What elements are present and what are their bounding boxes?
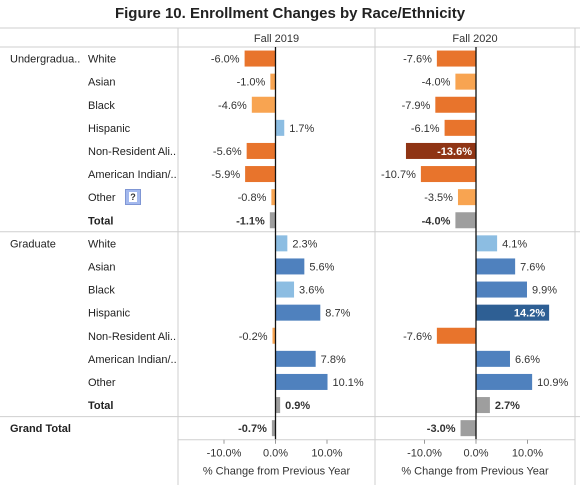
help-icon[interactable]: ? [125,189,141,205]
data-bar [276,235,288,251]
data-bar [455,74,476,90]
category-label: Non-Resident Ali.. [88,146,176,158]
data-bar [276,374,328,390]
data-label: -7.9% [402,100,431,112]
data-bar [476,258,515,274]
data-bar [245,166,275,182]
total-row-label: Total [88,215,113,227]
category-label: American Indian/.. [88,169,177,181]
data-label: 7.6% [520,261,545,273]
category-label: Hispanic [88,308,131,320]
data-label: -4.0% [422,77,451,89]
data-bar [461,420,476,436]
data-bar [245,51,276,67]
data-label: 10.9% [537,377,568,389]
data-label: 7.8% [321,354,346,366]
data-label: 4.1% [502,238,527,250]
data-bar [276,120,285,136]
data-bar [458,189,476,205]
data-label: 6.6% [515,354,540,366]
data-bar [276,305,321,321]
data-bar [276,397,281,413]
data-label: -4.6% [218,100,247,112]
data-label: -5.9% [211,169,240,181]
data-bar [476,235,497,251]
category-label: American Indian/.. [88,354,177,366]
data-label: -7.6% [403,54,432,66]
category-label: Asian [88,261,116,273]
x-tick-label: 0.0% [463,448,488,460]
category-label: White [88,238,116,250]
data-bar [437,51,476,67]
category-label: White [88,54,116,66]
data-bar [476,351,510,367]
data-label: -7.6% [403,331,432,343]
category-label: Non-Resident Ali.. [88,331,176,343]
x-tick-label: 0.0% [263,448,288,460]
category-label: Hispanic [88,123,131,135]
data-label: -10.7% [381,169,416,181]
data-label: 0.9% [285,400,310,412]
data-bar [270,212,276,228]
data-label: 10.1% [333,377,364,389]
x-axis-label: % Change from Previous Year [203,466,351,478]
category-label: Asian [88,77,116,89]
data-bar [270,74,275,90]
data-label: -0.2% [239,331,268,343]
data-label: -5.6% [213,146,242,158]
data-label: -13.6% [437,146,472,158]
data-label: -3.5% [424,192,453,204]
data-bar [421,166,476,182]
data-label: -6.0% [211,54,240,66]
data-label: -0.7% [238,423,267,435]
x-axis-label: % Change from Previous Year [401,466,549,478]
category-label: Black [88,100,115,112]
data-label: -0.8% [238,192,267,204]
category-label: Other [88,377,116,389]
data-bar [276,282,295,298]
column-header: Fall 2019 [254,33,299,45]
group-label: Graduate [10,238,56,250]
data-bar [435,97,476,113]
x-tick-label: -10.0% [207,448,242,460]
data-bar [476,374,532,390]
data-label: 1.7% [289,123,314,135]
data-label: -4.0% [422,215,451,227]
x-tick-label: 10.0% [311,448,342,460]
data-label: -6.1% [411,123,440,135]
data-label: -1.1% [236,215,265,227]
data-label: 3.6% [299,285,324,297]
data-label: 2.7% [495,400,520,412]
category-label: Other [88,192,116,204]
x-tick-label: -10.0% [407,448,442,460]
data-label: -3.0% [427,423,456,435]
data-bar [455,212,476,228]
group-label: Undergradua.. [10,54,80,66]
data-bar [476,282,527,298]
column-header: Fall 2020 [452,33,497,45]
x-tick-label: 10.0% [512,448,543,460]
data-label: 9.9% [532,285,557,297]
data-bar [247,143,276,159]
grand-total-label: Grand Total [10,423,71,435]
total-row-label: Total [88,400,113,412]
data-bar [276,258,305,274]
data-bar [437,328,476,344]
data-bar [276,351,316,367]
data-label: 8.7% [325,308,350,320]
data-label: 14.2% [514,308,545,320]
category-label: Black [88,285,115,297]
data-label: 2.3% [292,238,317,250]
help-icon-glyph: ? [129,192,137,202]
data-bar [476,397,490,413]
data-bar [252,97,276,113]
data-bar [445,120,476,136]
data-label: 5.6% [309,261,334,273]
data-label: -1.0% [237,77,266,89]
